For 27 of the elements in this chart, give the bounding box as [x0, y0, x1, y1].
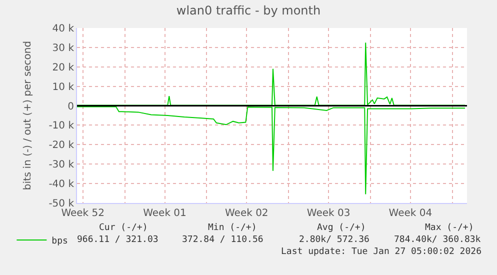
- x-tick-label: Week 01: [143, 208, 186, 219]
- text: 372.84 / 110.56: [182, 235, 264, 245]
- text: 2.80k/ 572.36: [299, 235, 370, 245]
- text: Avg (-/+): [317, 223, 366, 233]
- y-tick-label: 10 k: [52, 82, 74, 93]
- text: 966.11 / 321.03: [77, 235, 158, 245]
- y-tick-label: -20 k: [48, 140, 74, 152]
- chart-title: wlan0 traffic - by month: [176, 3, 321, 18]
- text: Max (-/+): [425, 223, 474, 233]
- y-tick-label: -50 k: [48, 198, 74, 210]
- x-tick-label: Week 02: [224, 208, 268, 219]
- x-tick-label: Week 04: [388, 208, 432, 219]
- text: 784.40k/ 360.83k: [394, 235, 482, 245]
- text: Last update: Tue Jan 27 05:00:02 2026: [281, 247, 482, 257]
- y-tick-label: 0: [68, 101, 74, 112]
- y-tick-label: -30 k: [48, 160, 74, 171]
- x-tick-label: Week 03: [306, 208, 350, 219]
- text: Cur (-/+): [99, 223, 148, 233]
- y-axis-title: bits in (-) / out (+) per second: [22, 40, 34, 190]
- y-tick-label: -40 k: [48, 179, 74, 190]
- x-tick-label: Week 52: [61, 208, 105, 219]
- y-tick-label: 20 k: [52, 62, 74, 74]
- y-tick-label: -10 k: [48, 120, 74, 132]
- y-tick-label: 30 k: [52, 42, 74, 54]
- text: Min (-/+): [208, 223, 257, 233]
- legend-label: bps: [52, 236, 68, 247]
- y-tick-label: 40 k: [52, 24, 74, 34]
